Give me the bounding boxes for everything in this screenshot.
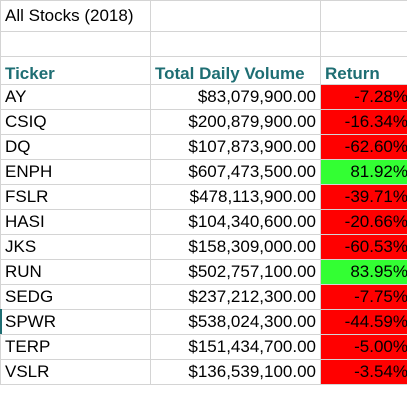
return-cell[interactable]: -62.60% (320, 134, 407, 160)
volume-cell[interactable]: $200,879,900.00 (150, 109, 321, 135)
ticker-cell[interactable]: DQ (0, 134, 151, 160)
return-cell[interactable]: 83.95% (320, 259, 407, 285)
return-cell[interactable]: -5.00% (320, 334, 407, 360)
title-row: All Stocks (2018) (0, 0, 407, 32)
table-row: DQ $107,873,900.00 -62.60% (0, 134, 407, 160)
volume-cell[interactable]: $158,309,000.00 (150, 234, 321, 260)
return-cell[interactable]: 81.92% (320, 159, 407, 185)
table-row: RUN $502,757,100.00 83.95% (0, 259, 407, 285)
volume-cell[interactable]: $538,024,300.00 (150, 309, 321, 335)
blank-row (0, 31, 407, 57)
table-row: VSLR $136,539,100.00 -3.54% (0, 359, 407, 385)
ticker-cell[interactable]: RUN (0, 259, 151, 285)
table-row: TERP $151,434,700.00 -5.00% (0, 334, 407, 360)
ticker-cell[interactable]: CSIQ (0, 109, 151, 135)
table-row: FSLR $478,113,900.00 -39.71% (0, 184, 407, 210)
return-cell[interactable]: -20.66% (320, 209, 407, 235)
return-cell[interactable]: -7.28% (320, 84, 407, 110)
ticker-cell[interactable]: HASI (0, 209, 151, 235)
table-row: SPWR $538,024,300.00 -44.59% (0, 309, 407, 335)
ticker-cell[interactable]: SEDG (0, 284, 151, 310)
volume-cell[interactable]: $104,340,600.00 (150, 209, 321, 235)
volume-cell[interactable]: $478,113,900.00 (150, 184, 321, 210)
ticker-cell[interactable]: VSLR (0, 359, 151, 385)
return-cell[interactable]: -16.34% (320, 109, 407, 135)
ticker-cell[interactable]: AY (0, 84, 151, 110)
volume-cell[interactable]: $237,212,300.00 (150, 284, 321, 310)
volume-cell[interactable]: $151,434,700.00 (150, 334, 321, 360)
ticker-cell[interactable]: TERP (0, 334, 151, 360)
table-row: ENPH $607,473,500.00 81.92% (0, 159, 407, 185)
volume-cell[interactable]: $502,757,100.00 (150, 259, 321, 285)
ticker-cell[interactable]: FSLR (0, 184, 151, 210)
ticker-header-cell[interactable]: Ticker (0, 56, 151, 85)
return-header-cell[interactable]: Return (320, 56, 407, 85)
empty-cell[interactable] (150, 0, 321, 32)
volume-cell[interactable]: $607,473,500.00 (150, 159, 321, 185)
table-row: JKS $158,309,000.00 -60.53% (0, 234, 407, 260)
ticker-cell[interactable]: JKS (0, 234, 151, 260)
table-row: SEDG $237,212,300.00 -7.75% (0, 284, 407, 310)
empty-cell[interactable] (320, 0, 407, 32)
sheet-title-cell[interactable]: All Stocks (2018) (0, 0, 151, 32)
empty-cell[interactable] (150, 31, 321, 57)
stock-table: All Stocks (2018) Ticker Total Daily Vol… (0, 0, 407, 385)
return-cell[interactable]: -7.75% (320, 284, 407, 310)
table-row: AY $83,079,900.00 -7.28% (0, 84, 407, 110)
volume-cell[interactable]: $107,873,900.00 (150, 134, 321, 160)
ticker-cell[interactable]: SPWR (0, 309, 151, 335)
volume-cell[interactable]: $136,539,100.00 (150, 359, 321, 385)
row-selection-marker (0, 309, 2, 334)
table-row: HASI $104,340,600.00 -20.66% (0, 209, 407, 235)
return-cell[interactable]: -44.59% (320, 309, 407, 335)
return-cell[interactable]: -3.54% (320, 359, 407, 385)
return-cell[interactable]: -39.71% (320, 184, 407, 210)
volume-header-cell[interactable]: Total Daily Volume (150, 56, 321, 85)
ticker-cell[interactable]: ENPH (0, 159, 151, 185)
volume-cell[interactable]: $83,079,900.00 (150, 84, 321, 110)
empty-cell[interactable] (320, 31, 407, 57)
empty-cell[interactable] (0, 31, 151, 57)
table-row: CSIQ $200,879,900.00 -16.34% (0, 109, 407, 135)
return-cell[interactable]: -60.53% (320, 234, 407, 260)
header-row: Ticker Total Daily Volume Return (0, 56, 407, 85)
